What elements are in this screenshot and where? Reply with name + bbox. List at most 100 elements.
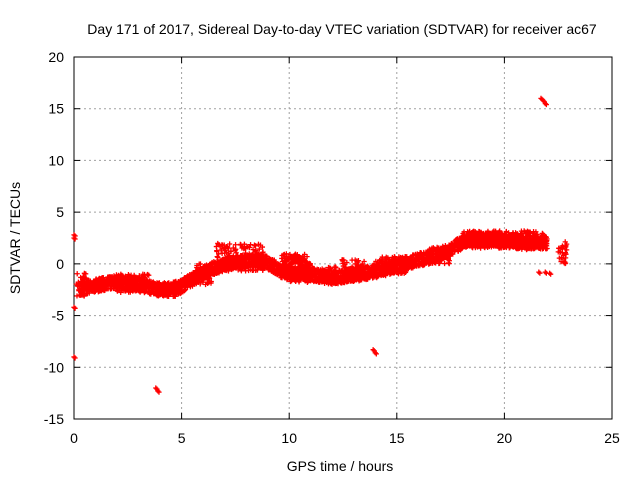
data-point	[235, 257, 241, 263]
data-point	[498, 244, 504, 251]
data-point	[165, 291, 171, 297]
y-tick-label: 15	[48, 101, 64, 117]
data-point	[395, 271, 402, 277]
data-point	[393, 257, 399, 264]
data-point	[389, 266, 395, 272]
data-point	[256, 251, 262, 258]
data-point	[255, 241, 262, 247]
data-point	[536, 245, 542, 251]
data-point	[143, 280, 149, 286]
data-point	[536, 269, 542, 275]
data-point	[538, 234, 544, 240]
data-point	[155, 388, 161, 394]
data-point	[259, 244, 266, 250]
data-point	[538, 238, 544, 245]
data-point	[259, 263, 265, 269]
data-point	[242, 268, 249, 274]
data-point	[100, 275, 106, 281]
data-point	[510, 231, 516, 237]
data-point	[442, 247, 449, 253]
data-point	[285, 266, 291, 272]
data-point	[320, 268, 326, 274]
data-point	[350, 270, 356, 276]
data-point	[79, 288, 86, 295]
data-point	[77, 281, 84, 287]
data-point	[72, 355, 78, 361]
data-point	[427, 256, 433, 262]
data-point	[440, 255, 446, 261]
data-point	[522, 236, 529, 242]
data-point	[426, 247, 432, 253]
data-point	[562, 251, 569, 257]
data-point	[361, 258, 367, 265]
data-point	[81, 277, 87, 283]
data-point	[221, 266, 227, 272]
data-point	[560, 256, 566, 262]
data-point	[140, 271, 146, 277]
data-point	[515, 232, 521, 238]
data-point	[291, 275, 298, 281]
data-point	[288, 278, 294, 285]
data-point	[348, 265, 354, 271]
data-point	[161, 287, 168, 293]
data-points	[71, 95, 570, 395]
data-point	[446, 258, 452, 264]
data-point	[251, 255, 257, 261]
data-point	[144, 272, 150, 278]
data-point	[156, 389, 162, 395]
data-point	[396, 258, 402, 264]
data-point	[518, 228, 525, 234]
data-point	[343, 264, 349, 270]
data-point	[202, 281, 209, 288]
data-point	[215, 240, 221, 247]
data-point	[351, 267, 357, 273]
data-point	[246, 245, 252, 251]
data-point	[326, 274, 332, 280]
data-point	[333, 277, 339, 283]
data-point	[139, 277, 145, 283]
data-point	[346, 271, 353, 278]
data-point	[441, 260, 448, 267]
data-point	[250, 267, 257, 273]
data-point	[478, 245, 484, 251]
data-point	[527, 237, 534, 243]
data-point	[399, 270, 405, 276]
data-point	[298, 271, 304, 277]
x-tick-label: 25	[604, 430, 620, 446]
x-axis-label: GPS time / hours	[287, 458, 394, 474]
data-point	[247, 242, 254, 248]
data-point	[341, 276, 347, 283]
data-point	[237, 264, 243, 270]
data-point	[194, 264, 200, 271]
data-point	[220, 259, 226, 265]
data-point	[539, 230, 545, 237]
data-point	[142, 289, 148, 295]
data-point	[155, 287, 161, 293]
data-point	[540, 97, 546, 104]
data-point	[125, 273, 131, 279]
data-point	[379, 262, 385, 268]
data-point	[94, 282, 100, 288]
data-point	[512, 230, 519, 236]
data-point	[379, 254, 385, 260]
x-tick-label: 10	[281, 430, 297, 446]
data-point	[438, 249, 444, 255]
data-point	[492, 237, 498, 243]
data-point	[244, 259, 250, 266]
x-tick-label: 15	[389, 430, 405, 446]
data-point	[71, 304, 77, 310]
data-point	[167, 283, 173, 289]
data-point	[526, 236, 533, 242]
data-point	[74, 271, 80, 277]
data-point	[338, 268, 344, 274]
data-point	[153, 385, 159, 391]
y-tick-label: -15	[44, 411, 64, 427]
data-point	[134, 281, 140, 287]
data-point	[71, 232, 77, 238]
data-point	[93, 278, 99, 284]
data-point	[238, 242, 244, 248]
data-point	[164, 290, 170, 297]
data-point	[260, 267, 266, 273]
data-point	[217, 266, 223, 273]
data-point	[430, 245, 436, 251]
